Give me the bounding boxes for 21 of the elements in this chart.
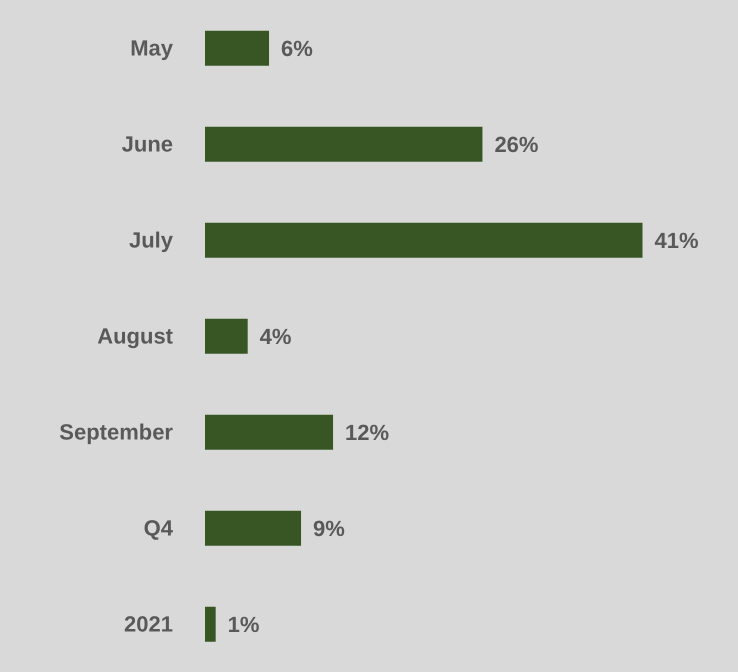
bar: [205, 510, 302, 546]
bar: [205, 222, 642, 258]
data-label: 9%: [313, 516, 345, 542]
y-tick-label: May: [130, 36, 174, 61]
data-label: 6%: [281, 36, 313, 62]
data-label: 26%: [494, 132, 538, 158]
bar: [205, 606, 216, 642]
bar: [205, 30, 270, 66]
bar: [205, 318, 248, 354]
y-tick-label: June: [122, 132, 173, 157]
data-label: 1%: [228, 612, 260, 638]
y-tick-label: August: [97, 324, 174, 349]
y-tick-label: 2021: [124, 612, 173, 637]
bar: [205, 126, 482, 162]
y-tick-label: Q4: [144, 516, 174, 541]
y-tick-label: July: [128, 228, 174, 253]
data-label: 41%: [654, 228, 699, 254]
bar: [205, 414, 334, 450]
data-label: 12%: [345, 420, 390, 446]
y-tick-label: September: [59, 420, 174, 445]
data-label: 4%: [260, 324, 292, 350]
